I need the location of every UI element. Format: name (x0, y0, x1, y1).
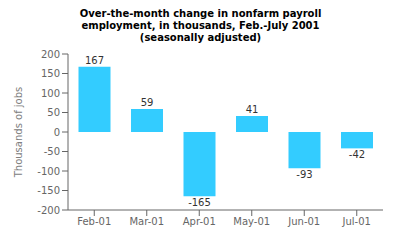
svg-text:Mar-01: Mar-01 (129, 216, 164, 227)
svg-text:50: 50 (47, 107, 60, 118)
svg-text:Apr-01: Apr-01 (183, 216, 216, 227)
svg-text:0: 0 (54, 127, 60, 138)
svg-text:100: 100 (41, 88, 60, 99)
svg-text:-150: -150 (37, 185, 60, 196)
svg-text:Jul-01: Jul-01 (342, 216, 371, 227)
svg-text:-93: -93 (296, 169, 312, 180)
svg-text:-200: -200 (37, 205, 60, 216)
svg-text:Feb-01: Feb-01 (77, 216, 111, 227)
svg-text:Thousands of jobs: Thousands of jobs (13, 87, 24, 179)
svg-text:41: 41 (246, 104, 259, 115)
svg-text:Jun-01: Jun-01 (287, 216, 320, 227)
svg-text:59: 59 (141, 97, 154, 108)
svg-text:-50: -50 (44, 146, 60, 157)
svg-text:200: 200 (41, 49, 60, 60)
svg-text:May-01: May-01 (233, 216, 270, 227)
svg-text:-165: -165 (188, 197, 211, 208)
svg-text:-42: -42 (349, 149, 365, 160)
html-text:Over-the-month change in nonfa: Over-the-month change in nonfarm payroll (79, 8, 322, 19)
svg-text:-100: -100 (37, 166, 60, 177)
svg-text:150: 150 (41, 68, 60, 79)
svg-text:167: 167 (85, 55, 104, 66)
html-text:employment, in thousands, Feb.: employment, in thousands, Feb.-July 2001 (81, 20, 320, 31)
html-text:(seasonally adjusted): (seasonally adjusted) (139, 32, 262, 43)
